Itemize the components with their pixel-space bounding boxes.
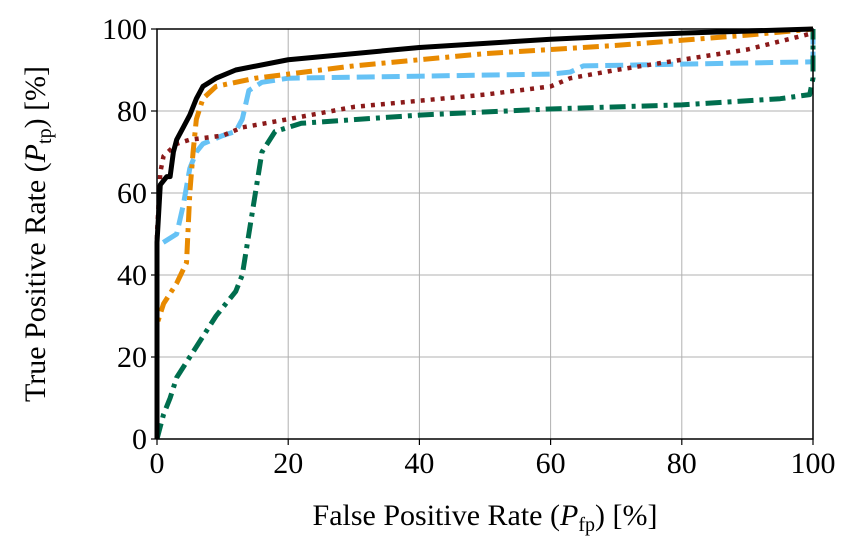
y-tick-label: 0: [132, 423, 147, 456]
label-sub: tp: [34, 128, 56, 144]
plot-frame: [156, 28, 814, 440]
series-line: [154, 29, 816, 440]
y-tick-label: 100: [102, 13, 147, 46]
x-tick-label: 20: [273, 447, 303, 480]
x-axis-label: False Positive Rate (Pfp) [%]: [313, 499, 658, 536]
lines: [154, 26, 816, 440]
x-tick-label: 80: [667, 447, 697, 480]
x-tick-label: 0: [150, 447, 165, 480]
label-part: True Positive Rate (: [19, 162, 52, 402]
y-axis-label: True Positive Rate (Ptp) [%]: [19, 66, 56, 402]
y-tick-label: 40: [117, 259, 147, 292]
label-part: ) [%]: [595, 499, 657, 532]
x-tick-label: 100: [791, 447, 836, 480]
x-tick-label: 40: [404, 447, 434, 480]
y-tick-label: 80: [117, 95, 147, 128]
y-tick-label: 60: [117, 177, 147, 210]
grid: [156, 28, 814, 440]
label-part: ) [%]: [19, 66, 52, 128]
label-sub: fp: [578, 514, 595, 536]
series-line: [154, 26, 814, 439]
label-var: P: [19, 144, 52, 163]
label-part: False Positive Rate (: [313, 499, 560, 532]
series-line: [154, 29, 816, 439]
label-var: P: [559, 499, 578, 532]
x-tick-label: 60: [536, 447, 566, 480]
series-line: [154, 29, 816, 439]
series-line: [154, 26, 814, 439]
y-tick-label: 20: [117, 341, 147, 374]
